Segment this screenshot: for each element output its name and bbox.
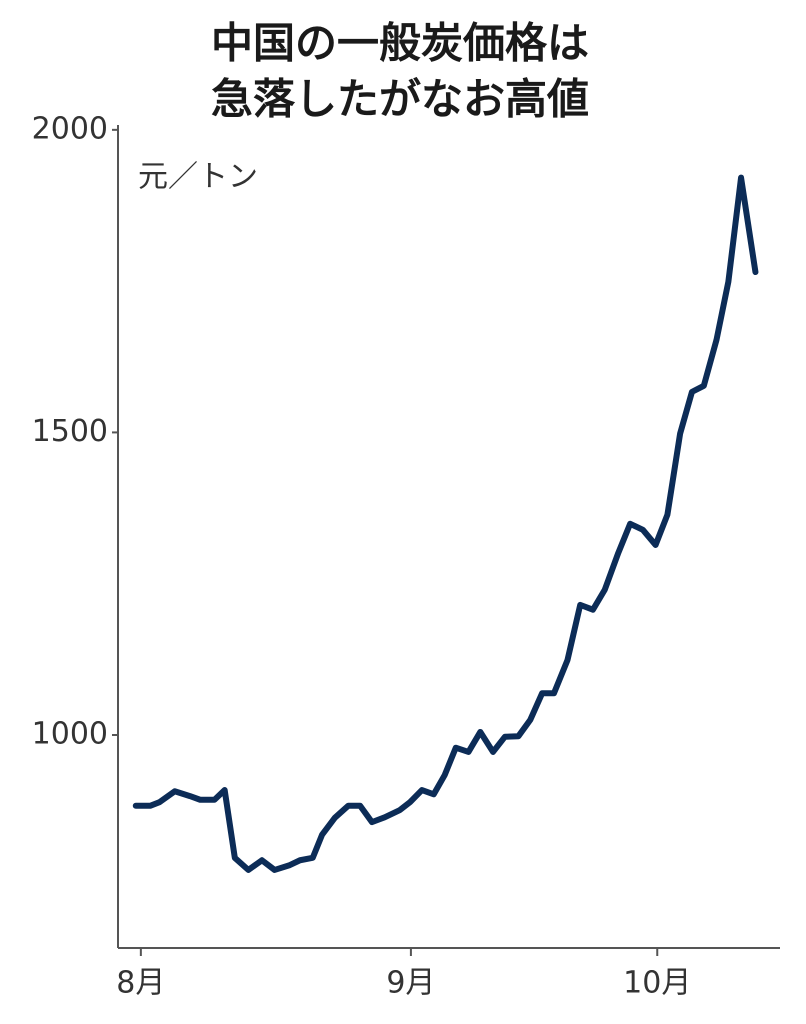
y-axis-label: 元／トン bbox=[138, 160, 258, 195]
x-tick-label: 10月 bbox=[623, 966, 691, 1001]
line-series bbox=[132, 174, 759, 873]
x-tick-label: 9月 bbox=[386, 966, 435, 1001]
y-tick-label: 1500 bbox=[32, 414, 108, 449]
y-tick-label: 2000 bbox=[32, 111, 108, 146]
chart-title: 急落したがなお高値 bbox=[211, 75, 589, 124]
chart-title: 中国の一般炭価格は bbox=[211, 19, 589, 68]
x-tick-label: 8月 bbox=[116, 966, 165, 1001]
y-tick-label: 1000 bbox=[32, 716, 108, 751]
